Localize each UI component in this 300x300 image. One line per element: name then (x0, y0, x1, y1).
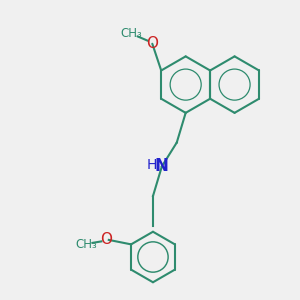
Text: H: H (146, 158, 157, 172)
Text: N: N (155, 157, 169, 175)
Text: O: O (146, 36, 158, 51)
Text: CH₃: CH₃ (76, 238, 98, 251)
Text: CH₃: CH₃ (121, 27, 142, 40)
Text: O: O (100, 232, 112, 247)
